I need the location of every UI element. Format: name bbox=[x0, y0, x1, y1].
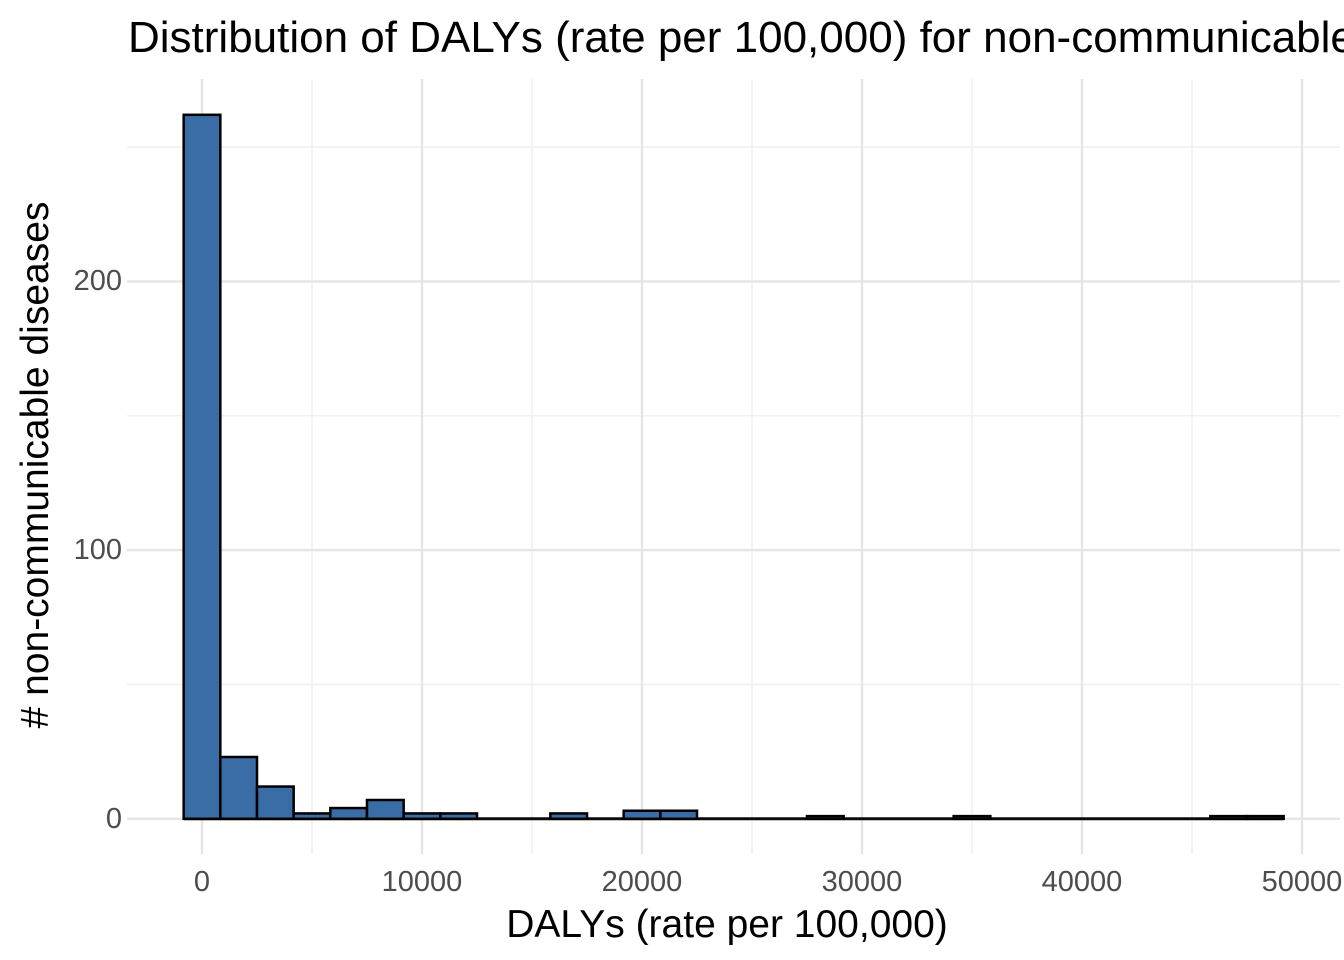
histogram-bar bbox=[402, 812, 442, 821]
histogram-bar bbox=[1209, 814, 1249, 821]
histogram-bar bbox=[439, 812, 479, 821]
histogram-bar bbox=[622, 809, 662, 821]
histogram-bar bbox=[365, 798, 405, 821]
histogram-bar bbox=[255, 785, 295, 821]
x-tick-label: 10000 bbox=[381, 866, 463, 898]
histogram-bar bbox=[329, 806, 369, 821]
histogram-bar bbox=[659, 809, 699, 821]
y-tick-label: 100 bbox=[73, 534, 122, 567]
histogram-bar bbox=[1245, 814, 1285, 821]
y-tick-label: 0 bbox=[105, 802, 122, 835]
histogram-bar bbox=[805, 814, 845, 821]
x-axis-title: DALYs (rate per 100,000) bbox=[506, 903, 948, 946]
histogram-bar bbox=[952, 814, 992, 821]
histogram-bar bbox=[549, 812, 589, 821]
y-tick-label: 200 bbox=[73, 265, 122, 298]
x-tick-label: 50000 bbox=[1261, 866, 1343, 898]
histogram-bar bbox=[219, 755, 259, 821]
chart-title: Distribution of DALYs (rate per 100,000)… bbox=[128, 13, 1344, 62]
x-tick-label: 20000 bbox=[601, 866, 683, 898]
x-tick-label: 30000 bbox=[821, 866, 903, 898]
x-tick-label: 0 bbox=[193, 866, 211, 898]
histogram-bar bbox=[182, 113, 222, 821]
x-tick-label: 40000 bbox=[1041, 866, 1123, 898]
histogram-bar bbox=[292, 812, 332, 821]
